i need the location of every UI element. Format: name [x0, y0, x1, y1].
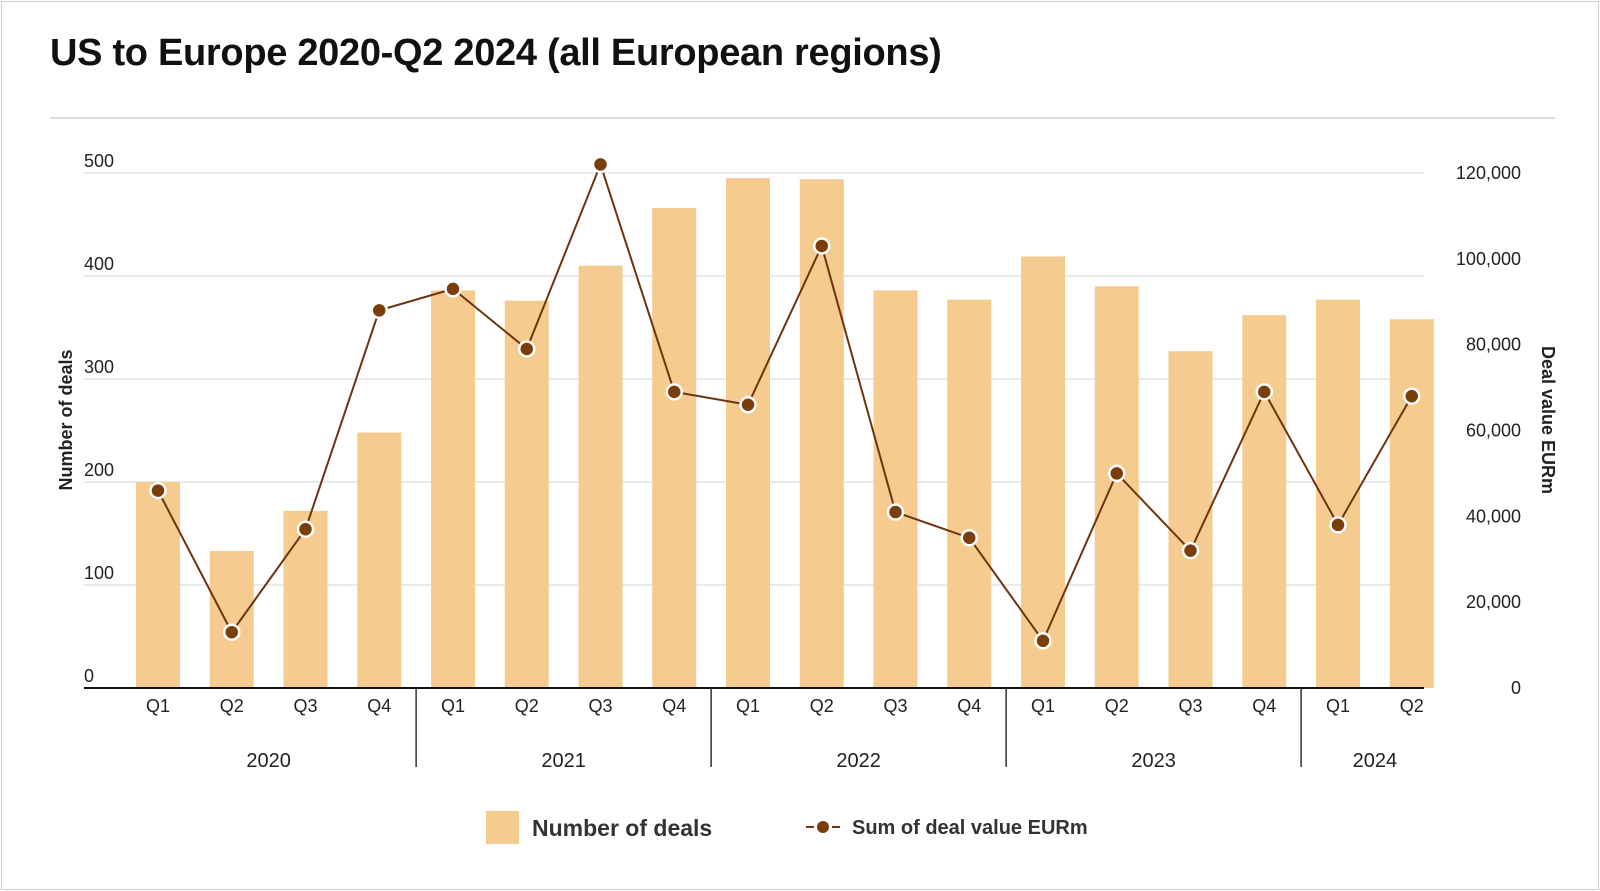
right-axis-label: Deal value EURm [1538, 346, 1558, 494]
x-tick-label: Q2 [220, 696, 244, 716]
bar-15 [1242, 315, 1287, 688]
x-tick-label: Q3 [883, 696, 907, 716]
bar-12 [1021, 256, 1065, 688]
deal-value-point-6 [591, 155, 610, 174]
bar-2 [283, 510, 328, 688]
left-axis-label: Number of deals [56, 349, 76, 490]
x-tick-label: Q1 [1326, 696, 1350, 716]
deal-value-point-8 [739, 396, 757, 414]
x-tick-label: Q2 [1105, 696, 1129, 716]
bar-13 [1094, 286, 1139, 688]
bar-16 [1316, 299, 1360, 688]
year-labels: 2020 2021 2022 2023 2024 [246, 750, 1397, 772]
bar-9 [799, 179, 844, 688]
deal-value-point-5 [518, 340, 536, 358]
deal-value-point-3 [370, 301, 388, 320]
bar-11 [947, 299, 992, 688]
x-tick-label: Q4 [367, 696, 391, 716]
right-tick-label: 20,000 [1466, 592, 1521, 612]
deal-value-point-1 [223, 623, 241, 641]
right-tick-label: 40,000 [1466, 506, 1521, 526]
right-tick-label: 120,000 [1456, 163, 1521, 183]
bar-8 [726, 178, 770, 688]
x-tick-label: Q3 [588, 696, 612, 716]
deal-value-point-2 [296, 520, 315, 538]
right-tick-label: 80,000 [1466, 335, 1521, 355]
x-tick-label: Q1 [736, 696, 760, 716]
left-tick-label: 200 [84, 460, 114, 480]
year-label: 2022 [836, 750, 881, 772]
left-tick-label: 500 [84, 151, 114, 171]
x-tick-label: Q3 [1178, 696, 1202, 716]
x-tick-label: Q3 [293, 696, 317, 716]
left-tick-label: 0 [84, 666, 94, 686]
deal-value-point-9 [813, 237, 831, 255]
legend-label-deals: Number of deals [532, 815, 712, 841]
bar-3 [357, 432, 402, 688]
left-axis-ticks: 0 100 200 300 400 500 [84, 151, 114, 686]
axes [84, 687, 1424, 767]
deal-value-line [157, 161, 1413, 643]
bar-1 [209, 551, 254, 688]
year-label: 2021 [541, 750, 586, 772]
deal-value-point-14 [1181, 541, 1200, 560]
legend: Number of deals Sum of deal value EURm [486, 811, 1088, 844]
right-axis-ticks: 0 20,000 40,000 60,000 80,000 100,000 120,000 [1456, 163, 1521, 698]
bar-17 [1389, 319, 1434, 688]
bar-series [136, 178, 1434, 688]
line-series [149, 155, 1421, 650]
deal-value-point-4 [444, 280, 462, 298]
x-tick-label: Q2 [515, 696, 539, 716]
year-label: 2023 [1131, 750, 1176, 772]
bar-10 [873, 290, 918, 688]
x-tick-label: Q1 [441, 696, 465, 716]
legend-line-marker [817, 821, 829, 833]
deal-value-point-16 [1329, 516, 1347, 534]
bar-0 [136, 482, 180, 688]
x-axis-ticks: Q1 Q2 Q3 Q4 Q1 Q2 Q3 Q4 Q1 Q2 Q3 Q4 Q1 Q2 Q3 Q4 Q1 Q2 [146, 696, 1424, 716]
year-label: 2024 [1353, 750, 1398, 772]
legend-swatch-deals [486, 811, 519, 844]
right-tick-label: 100,000 [1456, 249, 1521, 269]
deal-value-point-7 [665, 383, 683, 401]
bar-6 [578, 265, 623, 688]
x-tick-label: Q4 [957, 696, 981, 716]
bar-7 [652, 208, 697, 688]
deal-value-point-11 [960, 529, 978, 547]
x-tick-label: Q4 [1252, 696, 1276, 716]
deal-value-point-12 [1034, 632, 1052, 650]
legend-label-deal-value: Sum of deal value EURm [852, 817, 1088, 839]
x-tick-label: Q2 [1400, 696, 1424, 716]
right-tick-label: 60,000 [1466, 421, 1521, 441]
deal-value-point-17 [1403, 387, 1421, 405]
bar-5 [504, 300, 549, 688]
deal-value-point-0 [149, 481, 167, 500]
x-tick-label: Q2 [810, 696, 834, 716]
year-label: 2020 [246, 750, 291, 772]
x-tick-label: Q1 [146, 696, 170, 716]
x-tick-label: Q4 [662, 696, 686, 716]
title-divider [50, 117, 1555, 119]
deal-value-point-15 [1255, 383, 1273, 401]
left-tick-label: 100 [84, 563, 114, 583]
chart-title: US to Europe 2020-Q2 2024 (all European … [50, 32, 942, 74]
left-tick-label: 300 [84, 357, 114, 377]
deal-value-point-13 [1108, 464, 1126, 483]
left-tick-label: 400 [84, 254, 114, 274]
x-tick-label: Q1 [1031, 696, 1055, 716]
legend-swatch-deal-value [806, 821, 840, 833]
right-tick-label: 0 [1511, 678, 1521, 698]
bar-4 [431, 290, 475, 688]
deal-value-point-10 [886, 503, 905, 521]
